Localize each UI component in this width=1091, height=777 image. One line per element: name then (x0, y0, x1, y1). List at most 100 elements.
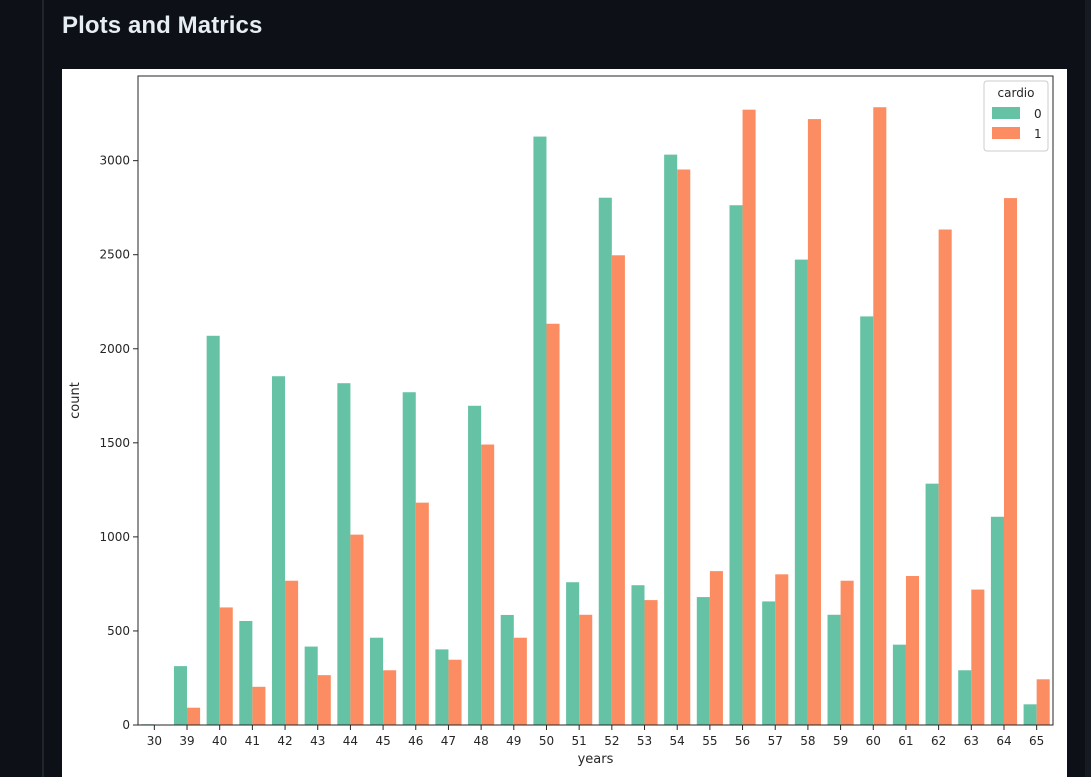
legend-title: cardio (998, 86, 1035, 100)
x-tick-label: 63 (964, 734, 979, 748)
bar-61-cardio-1 (905, 576, 920, 725)
x-tick-label: 39 (179, 734, 194, 748)
bar-53-cardio-1 (644, 600, 658, 725)
x-tick-label: 55 (702, 734, 717, 748)
bar-65-cardio-1 (1036, 679, 1050, 725)
section-heading: Plots and Matrics (62, 12, 263, 39)
bar-49-cardio-1 (513, 637, 527, 725)
chart-legend: cardio 0 1 (983, 80, 1049, 152)
x-tick-label: 65 (1029, 734, 1044, 748)
plot-output-image: 0 500 1000 1500 2000 2500 3000 30 39 40 41 42 43 44 45… (62, 69, 1067, 777)
axes-frame (137, 75, 1054, 726)
y-axis-title: count (68, 382, 83, 419)
y-tick-label: 500 (107, 624, 130, 638)
bar-59-cardio-0 (827, 614, 841, 725)
bar-41-cardio-0 (239, 620, 253, 725)
bar-64-cardio-1 (1003, 198, 1018, 726)
bar-46-cardio-0 (402, 392, 416, 725)
cell-left-border (42, 0, 44, 777)
bar-54-cardio-1 (677, 169, 691, 725)
bar-62-cardio-1 (938, 229, 952, 725)
x-tick-label: 56 (735, 734, 750, 748)
x-tick-label: 59 (833, 734, 848, 748)
bar-44-cardio-1 (350, 534, 364, 725)
x-tick-label: 48 (473, 734, 488, 748)
y-tick-label: 1500 (99, 436, 130, 450)
bar-40-cardio-0 (206, 335, 220, 725)
bar-48-cardio-0 (468, 405, 482, 725)
bar-51-cardio-1 (579, 614, 593, 725)
page-scrollbar[interactable] (1085, 0, 1091, 777)
bar-43-cardio-1 (317, 675, 331, 725)
bar-57-cardio-1 (775, 574, 789, 725)
y-tick-label: 2500 (99, 248, 130, 262)
x-tick-label: 54 (670, 734, 685, 748)
bar-47-cardio-0 (435, 649, 449, 725)
bar-48-cardio-1 (481, 444, 495, 725)
x-tick-label: 64 (996, 734, 1011, 748)
x-tick-label: 30 (147, 734, 162, 748)
bar-64-cardio-0 (990, 516, 1004, 725)
x-axis-title: years (578, 752, 614, 767)
legend-swatch-1 (992, 127, 1020, 139)
x-tick-label: 60 (866, 734, 881, 748)
y-tick-label: 3000 (99, 154, 130, 168)
bar-59-cardio-1 (840, 580, 854, 725)
bar-52-cardio-1 (611, 255, 625, 725)
y-tick-label: 2000 (99, 342, 130, 356)
chart-bars (141, 107, 1050, 726)
bar-60-cardio-0 (860, 316, 874, 725)
x-tick-label: 58 (800, 734, 815, 748)
y-tick-label: 1000 (99, 530, 130, 544)
bar-39-cardio-1 (187, 707, 201, 725)
bar-42-cardio-0 (271, 376, 286, 725)
x-tick-label: 42 (277, 734, 292, 748)
bar-42-cardio-1 (285, 580, 299, 725)
bar-53-cardio-0 (631, 585, 645, 725)
x-tick-label: 41 (245, 734, 260, 748)
bar-47-cardio-1 (448, 659, 462, 725)
bar-45-cardio-0 (370, 637, 384, 725)
x-tick-label: 61 (898, 734, 913, 748)
legend-label-0: 0 (1034, 107, 1042, 121)
bar-57-cardio-0 (762, 601, 776, 725)
x-tick-label: 50 (539, 734, 554, 748)
bar-56-cardio-0 (729, 205, 743, 726)
bar-55-cardio-1 (709, 571, 723, 725)
bar-49-cardio-0 (500, 614, 514, 725)
x-tick-label: 52 (604, 734, 619, 748)
x-tick-label: 43 (310, 734, 325, 748)
bar-56-cardio-1 (742, 109, 756, 726)
bar-65-cardio-0 (1023, 704, 1037, 725)
bar-44-cardio-0 (337, 383, 351, 725)
x-tick-label: 44 (343, 734, 358, 748)
bar-60-cardio-1 (873, 107, 887, 726)
bar-63-cardio-0 (958, 670, 972, 725)
x-tick-label: 53 (637, 734, 652, 748)
bar-41-cardio-1 (252, 686, 266, 725)
x-tick-label: 49 (506, 734, 521, 748)
x-tick-label: 51 (572, 734, 587, 748)
y-tick-label: 0 (122, 718, 130, 732)
bar-40-cardio-1 (219, 607, 233, 725)
x-tick-label: 40 (212, 734, 227, 748)
x-tick-label: 46 (408, 734, 423, 748)
bar-50-cardio-0 (533, 136, 547, 725)
x-tick-label: 62 (931, 734, 946, 748)
bar-58-cardio-0 (794, 259, 808, 725)
x-tick-label: 57 (768, 734, 783, 748)
x-tick-label: 45 (375, 734, 390, 748)
bar-58-cardio-1 (807, 119, 821, 725)
bar-61-cardio-0 (892, 644, 906, 725)
bar-55-cardio-0 (696, 597, 710, 725)
legend-label-1: 1 (1034, 127, 1042, 141)
bar-39-cardio-0 (173, 666, 188, 725)
bar-62-cardio-0 (925, 483, 939, 725)
bar-43-cardio-0 (304, 646, 318, 725)
bar-63-cardio-1 (971, 589, 985, 725)
bar-50-cardio-1 (546, 323, 560, 725)
bar-51-cardio-0 (566, 582, 580, 725)
bar-52-cardio-0 (598, 197, 612, 725)
